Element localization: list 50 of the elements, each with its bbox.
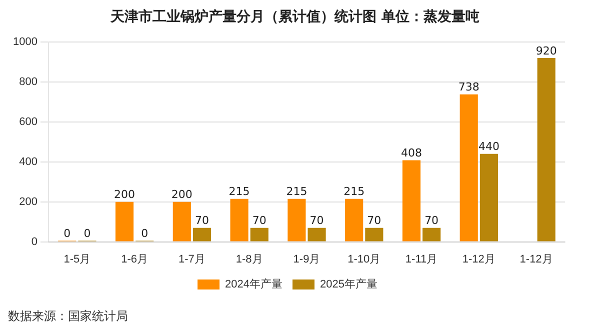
bar — [422, 228, 441, 242]
bar — [115, 202, 134, 242]
data-label: 200 — [114, 188, 136, 202]
bar — [480, 154, 498, 242]
bar — [345, 198, 364, 242]
x-tick-label: 1-11月 — [405, 253, 438, 266]
data-label: 215 — [286, 185, 308, 198]
data-label: 215 — [344, 185, 365, 198]
legend-label: 2024年产量 — [225, 278, 283, 291]
data-label: 70 — [252, 214, 266, 228]
y-tick-label: 400 — [19, 156, 38, 168]
x-tick-label: 1-9月 — [293, 253, 320, 266]
data-label: 70 — [367, 214, 382, 228]
data-label: 70 — [194, 214, 209, 228]
chart-title: 天津市工业锅炉产量分月（累计值）统计图 单位：蒸发量吨 — [109, 8, 480, 26]
bar — [230, 198, 248, 242]
data-label: 215 — [228, 185, 250, 198]
bar — [250, 228, 268, 242]
bar — [537, 58, 556, 242]
data-label: 408 — [400, 146, 422, 160]
x-tick-label: 1-6月 — [121, 253, 148, 266]
bar — [288, 198, 306, 242]
data-label: 70 — [424, 214, 439, 228]
x-tick-label: 1-12月 — [520, 253, 553, 266]
y-tick-label: 1000 — [12, 36, 38, 48]
data-label: 920 — [536, 44, 557, 58]
data-label: 738 — [458, 80, 480, 94]
data-label: 0 — [84, 227, 91, 240]
data-label: 440 — [478, 140, 500, 154]
bar — [308, 228, 326, 242]
legend-label: 2025年产量 — [320, 278, 378, 291]
x-tick-label: 1-5月 — [64, 253, 91, 266]
bar — [402, 160, 421, 242]
y-tick-label: 800 — [19, 76, 38, 88]
data-label: 0 — [64, 227, 71, 240]
data-label: 200 — [171, 188, 192, 202]
y-tick-label: 200 — [19, 196, 38, 208]
x-tick-label: 1-12月 — [462, 253, 496, 266]
y-tick-label: 0 — [31, 236, 38, 248]
y-tick-label: 600 — [19, 116, 38, 128]
bar — [192, 228, 212, 242]
bar — [365, 228, 384, 242]
bar — [172, 202, 191, 242]
source-note: 数据来源：国家统计局 — [8, 308, 128, 325]
bar — [460, 94, 478, 242]
x-tick-label: 1-7月 — [178, 253, 206, 266]
x-tick-label: 1-8月 — [236, 253, 263, 266]
data-label: 70 — [310, 214, 324, 228]
x-tick-label: 1-10月 — [348, 253, 381, 266]
data-label: 0 — [141, 227, 148, 240]
